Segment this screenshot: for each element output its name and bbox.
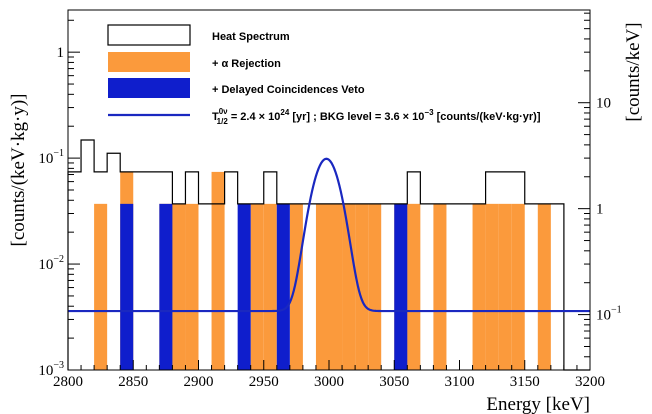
bar-coincidence-veto: [120, 203, 134, 370]
y-right-tick-label: 1: [596, 202, 604, 218]
y-right-tick-label: 10: [596, 96, 611, 112]
legend-label-veto: + Delayed Coincidences Veto: [212, 84, 365, 96]
x-tick-label: 2900: [184, 374, 214, 390]
bar-alpha-rejection: [315, 203, 329, 370]
y-left-tick-label: 10−1: [38, 148, 64, 167]
x-tick-label: 3000: [314, 374, 344, 390]
bar-alpha-rejection: [289, 203, 303, 370]
legend-swatch-heat: [107, 24, 191, 46]
x-tick-label: 2800: [53, 374, 83, 390]
bar-alpha-rejection: [355, 203, 369, 370]
bar-alpha-rejection: [211, 171, 225, 370]
bar-alpha-rejection: [185, 203, 199, 370]
legend-label-alpha: + α Rejection: [212, 58, 281, 70]
bar-alpha-rejection: [498, 203, 512, 370]
bar-coincidence-veto: [237, 203, 251, 370]
x-tick-label: 2850: [118, 374, 148, 390]
bar-alpha-rejection: [368, 203, 382, 370]
bar-coincidence-veto: [394, 203, 408, 370]
x-tick-label: 3050: [379, 374, 409, 390]
axis-ticks: [67, 12, 591, 371]
bar-alpha-rejection: [472, 203, 486, 370]
bar-alpha-rejection: [172, 203, 186, 370]
bar-alpha-rejection: [485, 203, 499, 370]
legend-label-fit: T0ν 1/2 = 2.4 × 1024 [yr] ; BKG level = 3…: [212, 107, 541, 126]
bar-alpha-rejection: [433, 203, 447, 370]
x-axis-title: Energy [keV]: [486, 394, 590, 414]
bar-coincidence-veto: [276, 203, 290, 370]
x-tick-label: 3200: [575, 374, 605, 390]
bar-alpha-rejection: [94, 203, 108, 370]
bar-alpha-rejection: [537, 203, 551, 370]
legend-swatch-veto: [108, 78, 190, 98]
y-left-tick-label: 10−3: [38, 360, 64, 379]
legend: Heat Spectrum + α Rejection + Delayed Co…: [107, 24, 541, 126]
bar-alpha-rejection: [250, 203, 264, 370]
x-tick-label: 3100: [445, 374, 475, 390]
y-left-tick-label: 10−2: [38, 254, 64, 273]
x-tick-label: 3150: [510, 374, 540, 390]
y-left-tick-label: 1: [57, 45, 65, 61]
bar-alpha-rejection: [263, 203, 277, 370]
bar-alpha-rejection: [407, 203, 421, 370]
y-right-tick-label: 10−1: [596, 305, 622, 324]
x-tick-label: 2950: [249, 374, 279, 390]
y-axis-title-right: [counts/keV]: [623, 22, 644, 121]
bar-coincidence-veto: [159, 203, 173, 370]
heat-spectrum-outline: [67, 139, 590, 371]
bar-alpha-rejection: [342, 203, 356, 370]
bar-alpha-rejection: [511, 203, 525, 370]
legend-swatch-alpha: [108, 52, 190, 72]
fit-curve: [68, 157, 590, 313]
histogram-bars: [94, 171, 551, 370]
y-axis-title-left: [counts/(keV·kg·y)]: [8, 93, 29, 246]
axis-tick-labels: 2800 2850 2900 2950 3000 3050 3100 3150 3200 1 10−…: [38, 45, 621, 390]
bar-alpha-rejection: [329, 203, 343, 370]
legend-label-heat: Heat Spectrum: [212, 31, 290, 43]
